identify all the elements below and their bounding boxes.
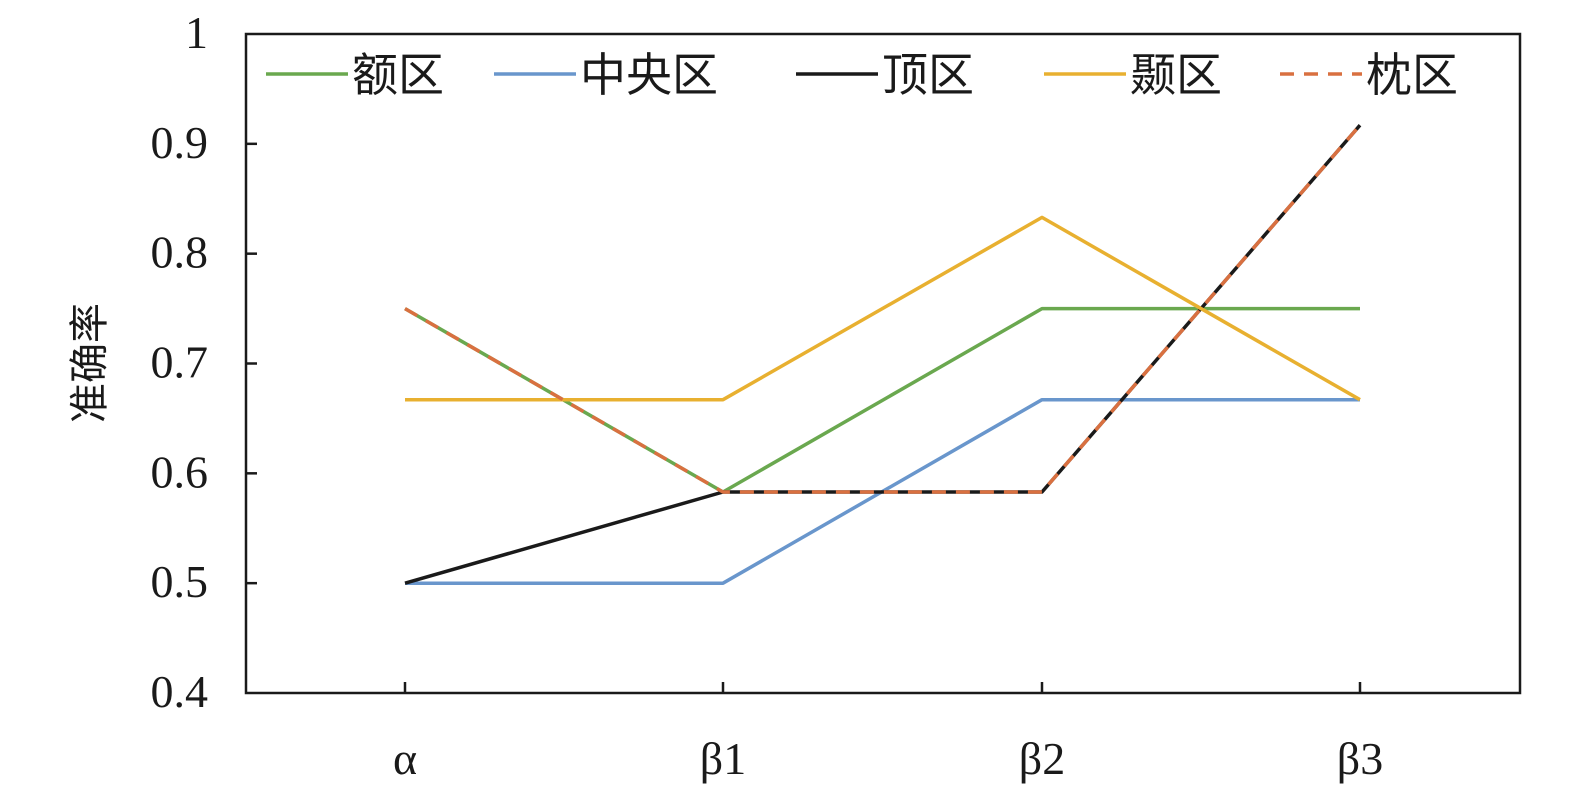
series-line bbox=[405, 215, 1361, 402]
legend: 额区 中央区 顶区 颞区 枕区 bbox=[266, 48, 1458, 102]
x-tick-label: β3 bbox=[1337, 733, 1383, 784]
x-tick-label: β1 bbox=[700, 733, 746, 784]
series-line bbox=[404, 124, 1362, 585]
plot-area bbox=[244, 32, 1522, 695]
x-tick-label: β2 bbox=[1019, 733, 1065, 784]
x-axis: α β1 β2 β3 bbox=[393, 682, 1383, 784]
legend-label: 枕区 bbox=[1366, 48, 1458, 102]
legend-label: 顶区 bbox=[882, 48, 974, 102]
legend-label: 额区 bbox=[352, 48, 444, 102]
series-layer bbox=[404, 124, 1362, 585]
y-tick-label: 0.6 bbox=[151, 446, 209, 497]
y-tick-label: 0.7 bbox=[151, 337, 209, 388]
legend-label: 颞区 bbox=[1130, 48, 1222, 102]
y-tick-label: 0.8 bbox=[151, 227, 209, 278]
y-axis-title: 准确率 bbox=[67, 303, 113, 423]
legend-label: 中央区 bbox=[580, 48, 718, 102]
y-tick-label: 0.5 bbox=[151, 556, 209, 607]
y-tick-label: 1 bbox=[185, 7, 208, 58]
y-tick-label: 0.4 bbox=[151, 666, 209, 717]
x-tick-label: α bbox=[393, 733, 417, 784]
y-tick-label: 0.9 bbox=[151, 117, 209, 168]
y-axis: 0.4 0.5 0.6 0.7 0.8 0.9 1 bbox=[151, 7, 257, 717]
